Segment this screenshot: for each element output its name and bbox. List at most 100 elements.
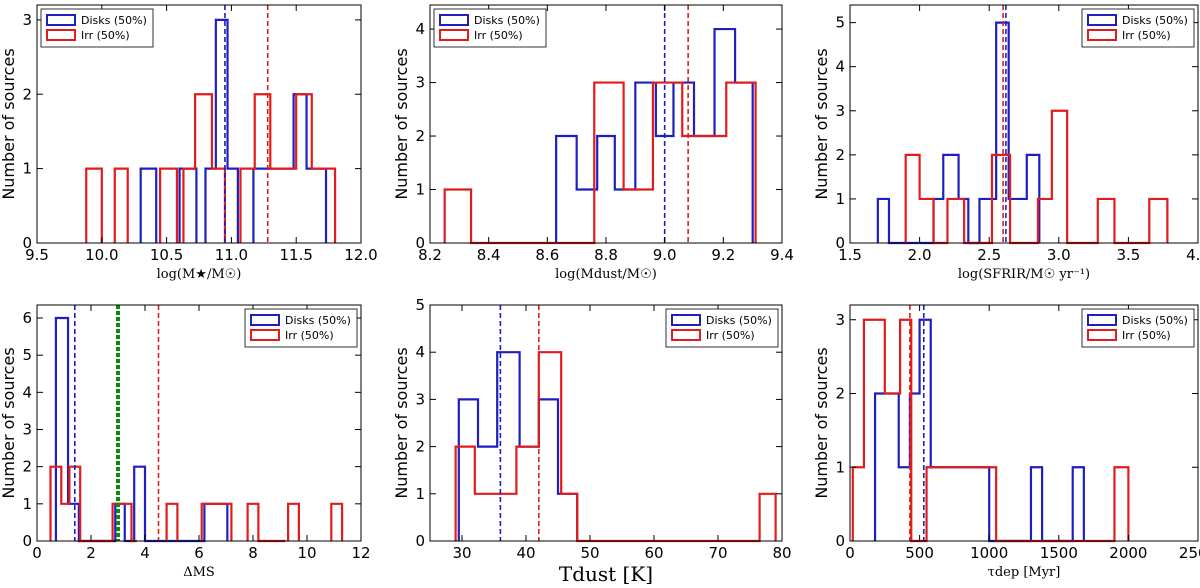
histogram-bar <box>726 83 755 243</box>
histogram-bar <box>217 504 228 541</box>
x-tick-label: 4 <box>140 544 150 562</box>
y-tick-label: 1 <box>22 495 32 513</box>
histogram-bar <box>86 169 102 243</box>
x-tick-label: 11.5 <box>279 246 312 264</box>
y-tick-label: 1 <box>415 485 425 503</box>
histogram-bar <box>947 199 964 243</box>
x-tick-label: 2.0 <box>908 246 932 264</box>
legend-swatch-irr <box>1087 29 1117 41</box>
legend: Disks (50%) Irr (50%) <box>244 308 358 348</box>
y-tick-label: 1 <box>835 458 845 476</box>
x-axis-label: ΔMS <box>183 565 215 580</box>
x-tick-label: 9.4 <box>770 246 794 264</box>
histogram-outline <box>904 109 1169 245</box>
legend-label-disks: Disks (50%) <box>285 314 351 327</box>
y-tick-label: 1 <box>415 181 425 199</box>
histogram-bar <box>558 494 577 541</box>
histogram-bar <box>312 169 322 243</box>
x-tick-label: 80 <box>772 544 791 562</box>
series-disks <box>876 21 1041 245</box>
histogram-bar <box>322 169 335 243</box>
y-tick-label: 0 <box>835 532 845 550</box>
legend-label-disks: Disks (50%) <box>474 14 540 27</box>
y-tick-label: 6 <box>22 309 32 327</box>
x-tick-label: 0 <box>845 544 855 562</box>
legend-swatch-disks <box>46 14 76 26</box>
histogram-bar <box>1098 199 1115 243</box>
y-tick-label: 3 <box>415 390 425 408</box>
histogram-bar <box>653 83 682 243</box>
chart-panel-5: 30 40 50 60 70 80 0 1 2 3 4 5 Number of sources Tdust… <box>392 296 792 586</box>
histogram-bar <box>920 199 934 243</box>
legend-swatch-disks <box>250 314 280 326</box>
histogram-bar <box>934 199 944 243</box>
series-irr <box>85 93 337 243</box>
y-tick-label: 5 <box>835 14 845 32</box>
y-tick-label: 0 <box>22 234 32 252</box>
histogram-bar <box>615 190 636 243</box>
y-tick-label: 2 <box>415 127 425 145</box>
legend-label-irr: Irr (50%) <box>285 329 334 342</box>
x-tick-label: 3.5 <box>1116 246 1140 264</box>
legend-swatch-irr <box>439 29 469 41</box>
legend-label-irr: Irr (50%) <box>1122 29 1171 42</box>
histogram-bar <box>189 169 197 243</box>
histogram-bar <box>597 136 615 243</box>
histogram-bar <box>277 169 294 243</box>
series-disks <box>555 27 754 243</box>
histogram-bar <box>115 169 128 243</box>
x-tick-label: 12.0 <box>344 246 377 264</box>
legend-label-disks: Disks (50%) <box>1122 314 1188 327</box>
histogram-bar <box>624 190 653 243</box>
legend-label-irr: Irr (50%) <box>1122 329 1171 342</box>
x-tick-label: 0 <box>32 544 42 562</box>
histogram-bar <box>56 318 68 541</box>
histogram-bar <box>709 136 727 243</box>
legend-swatch-disks <box>1087 14 1117 26</box>
x-tick-label: 2500 <box>1179 544 1200 562</box>
histogram-bar <box>878 199 889 243</box>
y-axis-label: Number of sources <box>812 48 831 199</box>
histogram-bar <box>1149 199 1167 243</box>
histogram-outline <box>454 351 777 543</box>
legend: Disks (50%) Irr (50%) <box>433 8 547 48</box>
legend: Disks (50%) Irr (50%) <box>1081 8 1195 48</box>
series-irr <box>443 81 757 245</box>
histogram-bar <box>160 169 177 243</box>
x-tick-label: 4.0 <box>1186 246 1200 264</box>
histogram-bar <box>920 320 931 541</box>
y-tick-label: 5 <box>22 346 32 364</box>
histogram-bar <box>875 394 899 542</box>
histogram-bar <box>204 504 216 541</box>
legend: Disks (50%) Irr (50%) <box>1081 308 1195 348</box>
x-tick-label: 70 <box>708 544 727 562</box>
histogram-bar <box>853 467 864 541</box>
legend: Disks (50%) Irr (50%) <box>665 308 779 348</box>
y-tick-label: 3 <box>835 311 845 329</box>
histogram-bar <box>134 467 145 541</box>
y-tick-label: 2 <box>22 458 32 476</box>
histogram-bar <box>539 399 558 541</box>
histogram-bar <box>316 169 326 243</box>
histogram-bar <box>682 136 708 243</box>
x-tick-label: 2 <box>86 544 96 562</box>
y-tick-label: 5 <box>415 296 425 314</box>
x-tick-label: 11.0 <box>215 246 248 264</box>
legend-swatch-irr <box>46 29 76 41</box>
series-irr <box>454 351 777 543</box>
histogram-bar <box>561 494 577 541</box>
histogram-outline <box>443 81 757 245</box>
x-tick-label: 40 <box>516 544 535 562</box>
y-tick-label: 0 <box>415 234 425 252</box>
histogram-bar <box>183 169 195 243</box>
histogram-bar <box>283 169 296 243</box>
axes-frame <box>849 4 1199 244</box>
legend-label-irr: Irr (50%) <box>474 29 523 42</box>
x-tick-label: 10 <box>297 544 316 562</box>
histogram-bar <box>1052 111 1067 243</box>
histogram-bar <box>979 199 996 243</box>
histogram-bar <box>331 504 342 541</box>
